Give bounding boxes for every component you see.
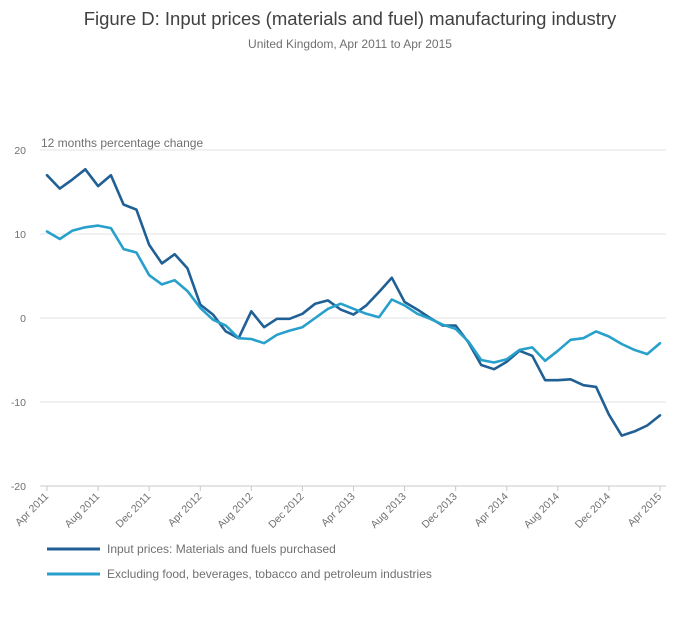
series-layer — [45, 168, 662, 437]
x-tick-label: Dec 2011 — [114, 491, 154, 531]
series-line-2 — [45, 224, 662, 364]
chart-subtitle: United Kingdom, Apr 2011 to Apr 2015 — [248, 37, 452, 51]
x-tick-label: Aug 2013 — [368, 491, 408, 531]
x-tick-label: Dec 2013 — [420, 491, 460, 531]
chart-title: Figure D: Input prices (materials and fu… — [84, 8, 617, 29]
x-tick-label: Apr 2012 — [166, 491, 205, 530]
x-tick-label: Apr 2013 — [319, 491, 358, 530]
y-axis: 20 10 0 -10 -20 — [11, 145, 26, 493]
series-line-1 — [45, 168, 662, 437]
y-tick-label: 10 — [14, 229, 26, 241]
x-tick-label: Aug 2014 — [522, 491, 562, 531]
x-tick-label: Aug 2012 — [215, 491, 255, 531]
x-tick-label: Apr 2011 — [13, 491, 51, 529]
x-tick-label: Dec 2014 — [573, 491, 613, 531]
grid-layer — [40, 149, 666, 487]
legend-label-1: Input prices: Materials and fuels purcha… — [107, 542, 336, 556]
x-tick-label: Dec 2012 — [266, 491, 306, 531]
y-tick-label: -20 — [11, 481, 26, 493]
legend: Input prices: Materials and fuels purcha… — [47, 542, 432, 581]
x-tick-label: Aug 2011 — [62, 491, 102, 531]
y-tick-label: -10 — [11, 397, 26, 409]
y-tick-label: 20 — [14, 145, 26, 157]
y-axis-label: 12 months percentage change — [41, 136, 203, 150]
legend-label-2: Excluding food, beverages, tobacco and p… — [107, 567, 432, 581]
x-tick-label: Apr 2014 — [472, 491, 511, 530]
x-axis: Apr 2011 Aug 2011 Dec 2011 Apr 2012 Aug 2012… — [13, 486, 664, 531]
x-tick-label: Apr 2015 — [625, 491, 664, 530]
y-tick-label: 0 — [20, 313, 26, 325]
